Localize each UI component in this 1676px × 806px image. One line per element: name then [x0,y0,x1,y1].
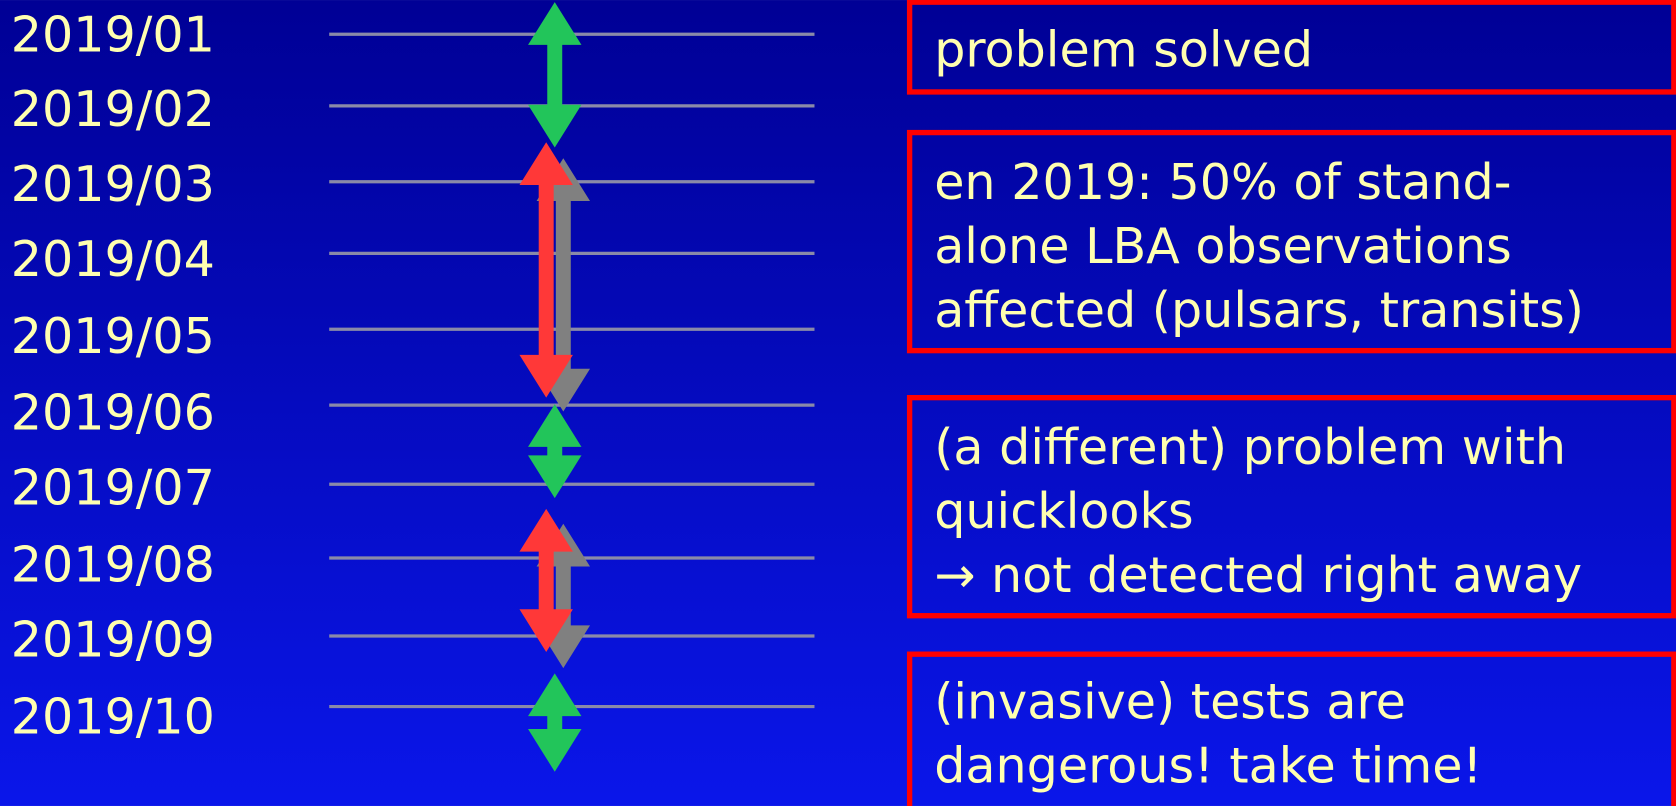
arrow [528,2,582,148]
arrow [528,404,582,499]
month-label: 2019/04 [11,230,215,288]
box-text: dangerous! take time! [934,736,1482,794]
box-text: (a different) problem with [934,418,1566,476]
box-text: problem solved [934,20,1313,78]
text-box [906,394,1676,619]
month-label: 2019/07 [11,459,215,517]
month-label: 2019/06 [11,384,215,442]
box-text: alone LBA observations [934,217,1512,275]
text-box [906,651,1676,806]
month-label: 2019/10 [11,687,215,745]
arrow [528,673,582,772]
box-text: quicklooks [934,482,1193,540]
arrow [536,158,591,412]
box-text: → not detected right away [934,546,1582,604]
text-box [906,0,1676,95]
month-label: 2019/03 [11,155,215,213]
month-label: 2019/09 [11,610,215,668]
month-label: 2019/01 [11,5,215,63]
text-box [906,129,1676,354]
arrow [519,508,573,653]
box-text: (invasive) tests are [934,672,1406,730]
month-label: 2019/02 [11,80,215,138]
box-text: affected (pulsars, transits) [934,281,1584,339]
month-label: 2019/08 [11,536,215,594]
month-label: 2019/05 [11,307,215,365]
box-text: en 2019: 50% of stand- [934,153,1511,211]
arrow [519,142,573,398]
